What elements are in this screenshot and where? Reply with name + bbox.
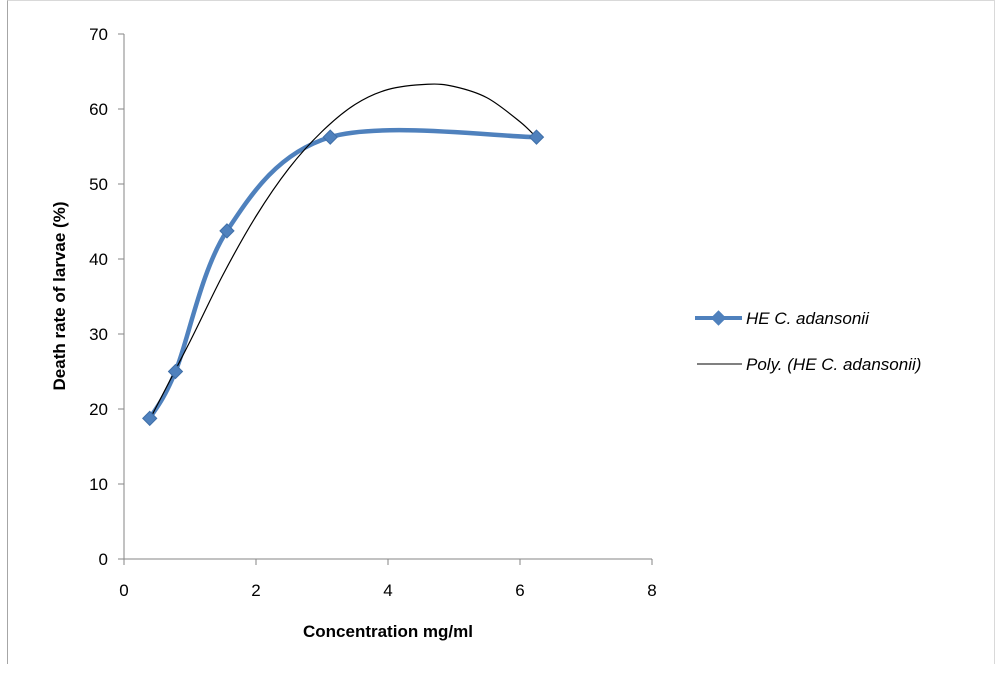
legend-item-observed: HE C. adansonii <box>695 309 870 328</box>
legend-item-trendline: Poly. (HE C. adansonii) <box>697 355 921 374</box>
data-point-marker <box>322 129 338 145</box>
y-tick-label: 30 <box>89 325 108 344</box>
data-point-marker <box>219 223 235 239</box>
y-ticks: 0 10 20 30 40 50 60 70 <box>89 25 124 569</box>
data-point-marker <box>528 129 545 145</box>
x-axis-title: Concentration mg/ml <box>303 622 473 641</box>
y-tick-label: 20 <box>89 400 108 419</box>
y-tick-label: 50 <box>89 175 108 194</box>
y-tick-label: 60 <box>89 100 108 119</box>
chart-frame <box>7 0 995 664</box>
y-tick-label: 40 <box>89 250 108 269</box>
y-axis-title: Death rate of larvae (%) <box>50 202 69 391</box>
x-ticks: 0 2 4 6 8 <box>119 559 657 600</box>
y-tick-label: 0 <box>99 550 108 569</box>
legend-trendline-label: Poly. (HE C. adansonii) <box>746 355 921 374</box>
x-tick-label: 8 <box>647 581 656 600</box>
x-tick-label: 2 <box>251 581 260 600</box>
x-tick-label: 6 <box>515 581 524 600</box>
y-tick-label: 10 <box>89 475 108 494</box>
series-line-trendline <box>149 83 537 420</box>
series-line-observed <box>147 127 539 421</box>
legend-observed-marker <box>710 310 727 326</box>
legend: HE C. adansonii Poly. (HE C. adansonii) <box>695 309 921 374</box>
x-tick-label: 4 <box>383 581 392 600</box>
axes <box>123 34 652 560</box>
legend-observed-label: HE C. adansonii <box>746 309 870 328</box>
data-point-marker <box>167 363 184 380</box>
x-tick-label: 0 <box>119 581 128 600</box>
y-tick-label: 70 <box>89 25 108 44</box>
series-layer <box>142 83 545 427</box>
data-point-marker <box>142 410 158 427</box>
